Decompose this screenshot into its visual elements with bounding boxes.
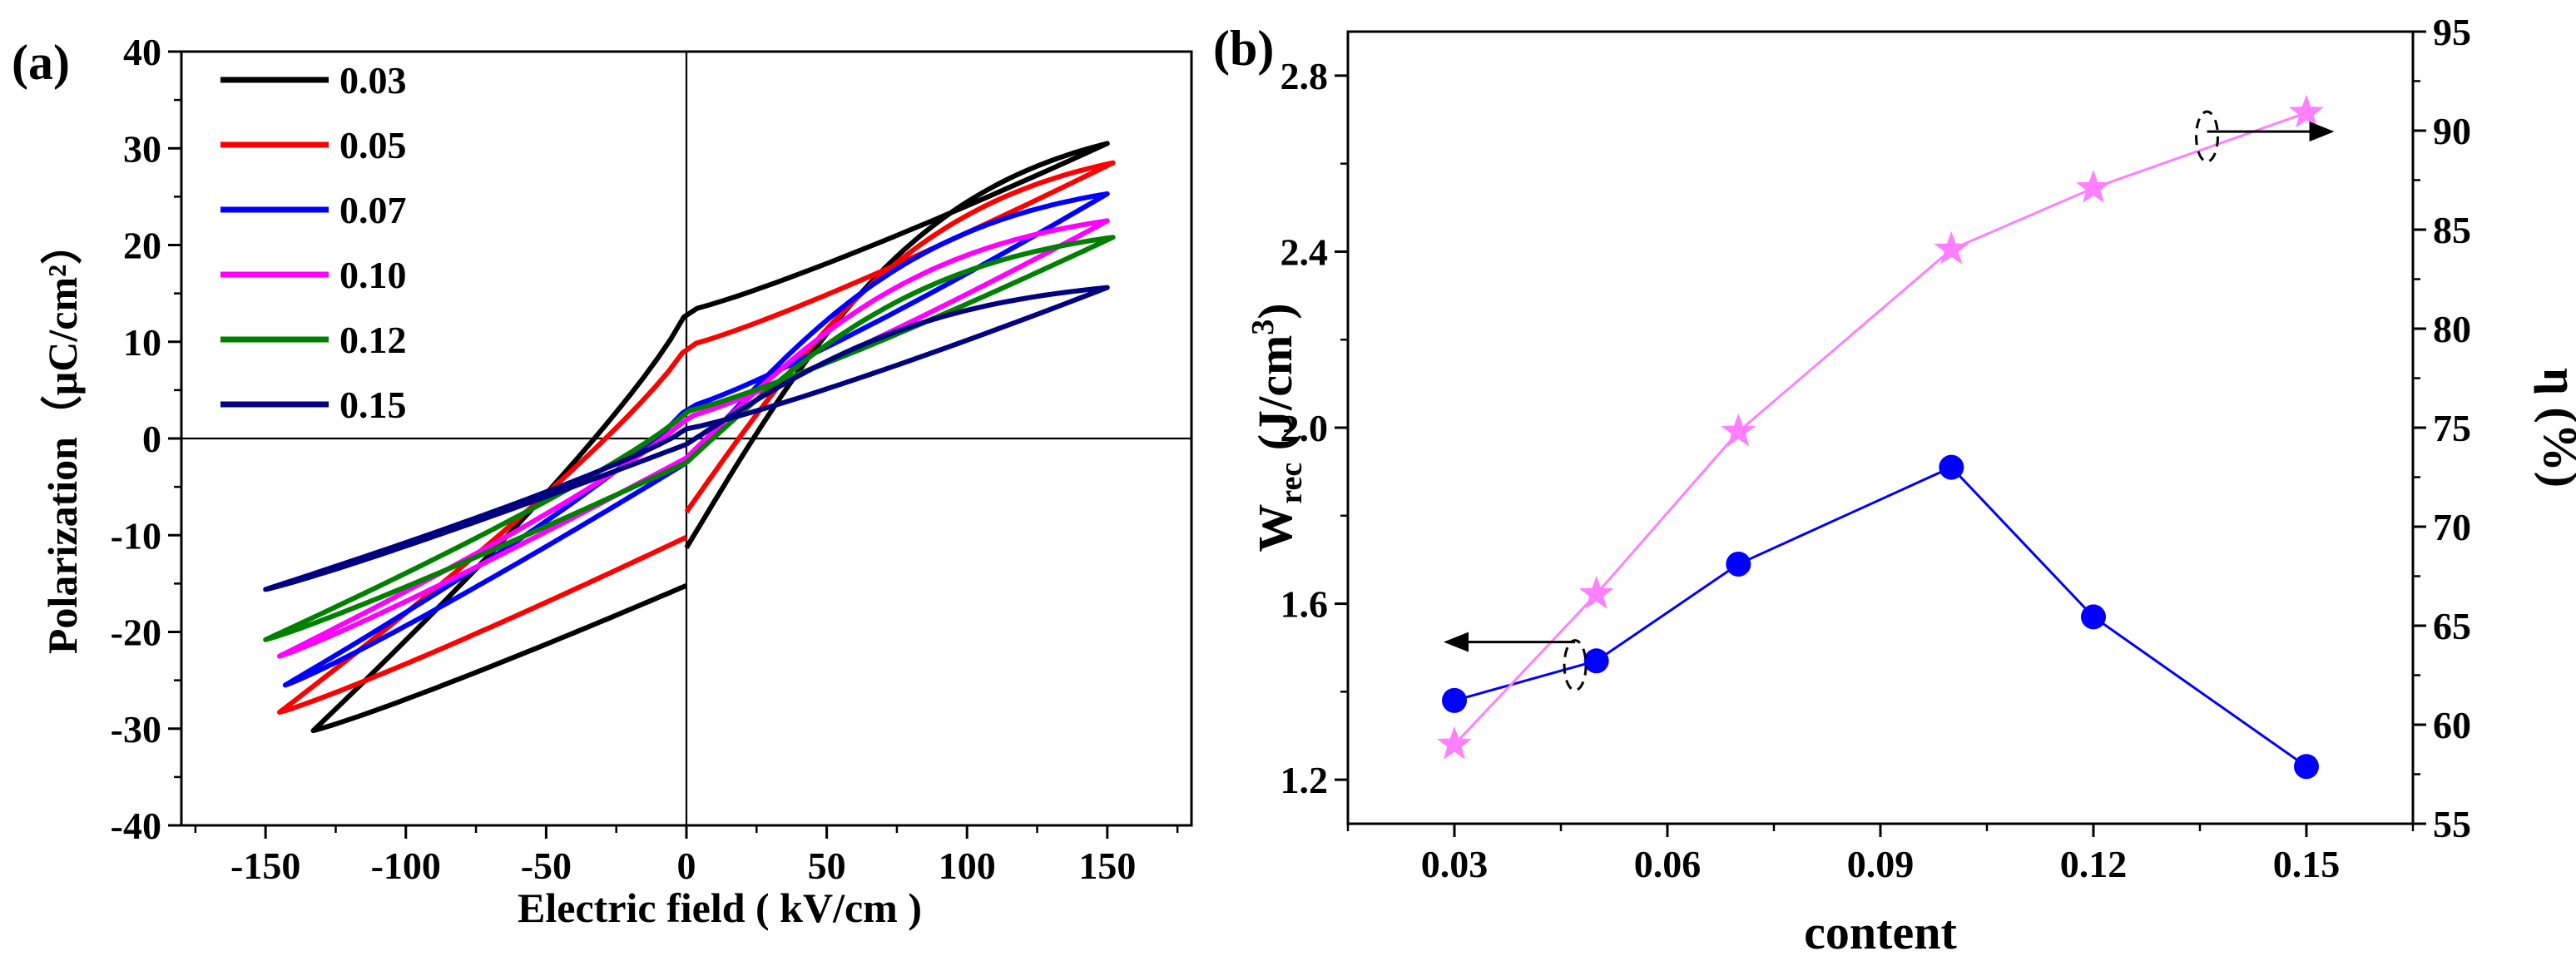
point-Wrec — [2081, 604, 2106, 630]
x-tick-label: 100 — [939, 845, 996, 887]
panel-a-ticks: -150 -100 -50 0 50 100 150-40-30-20-1001020304… — [111, 31, 1179, 887]
b-left-tick-label: 1.6 — [1281, 583, 1329, 626]
hysteresis-loop-0.12 — [263, 235, 1116, 642]
b-left-tick-label: 2.4 — [1281, 230, 1329, 273]
hysteresis-loop-0.07 — [282, 191, 1110, 688]
b-right-tick-label: 60 — [2433, 704, 2471, 746]
panel-a-x-axis-title: Electric field ( kV/cm ) — [518, 884, 922, 931]
b-right-tick-label: 90 — [2433, 110, 2471, 152]
x-tick-label: -150 — [230, 845, 300, 887]
series-line-Wrec — [1454, 465, 2307, 768]
point-Wrec — [1939, 454, 1964, 480]
panel-b-right-axis-title: η (%) — [2534, 368, 2576, 488]
point-eta — [1934, 230, 1969, 265]
x-tick-label: -100 — [371, 845, 441, 887]
panel-a-label: (a) — [12, 35, 70, 90]
point-Wrec — [1583, 648, 1609, 674]
hysteresis-loop-0.05 — [277, 160, 1116, 715]
panel-b-ticks: 0.03 0.06 0.09 0.12 0.15 1.2 1.6 2.0 2.4 2.8 55 60 6… — [1281, 11, 2472, 885]
b-x-tick-label: 0.09 — [1847, 843, 1915, 885]
legend-label-0.05: 0.05 — [339, 124, 407, 166]
point-eta — [1721, 413, 1756, 447]
hysteresis-loop-0.03 — [310, 141, 1110, 734]
panel-b-x-axis-title: content — [1804, 905, 1957, 959]
series-line-eta — [1453, 111, 2307, 746]
b-left-tick-label: 1.2 — [1281, 759, 1329, 801]
b-left-tick-label: 2.0 — [1281, 407, 1329, 449]
y-tick-label: -30 — [111, 708, 161, 751]
y-tick-label: 30 — [123, 127, 161, 170]
Wrec-left-axis-indicator-ellipse — [1563, 639, 1588, 692]
y-tick-label: 40 — [123, 31, 161, 73]
b-right-tick-label: 65 — [2433, 605, 2471, 647]
panel-b-label: (b) — [1213, 21, 1274, 76]
b-left-tick-label: 2.8 — [1281, 55, 1329, 97]
y-tick-label: -40 — [111, 805, 161, 847]
b-right-tick-label: 55 — [2433, 803, 2471, 845]
b-x-tick-label: 0.15 — [2273, 843, 2341, 885]
legend-label-0.03: 0.03 — [339, 59, 407, 102]
panel-a: (a) -150 -100 -50 0 50 100 150-40-30-20-100102… — [12, 31, 1193, 931]
panel-a-hysteresis-curves — [263, 141, 1116, 734]
x-tick-label: -50 — [521, 845, 572, 887]
eta-axis-title-text: η (%) — [2534, 368, 2576, 488]
x-tick-label: 50 — [808, 845, 846, 887]
y-tick-label: 20 — [123, 225, 161, 267]
x-tick-label: 150 — [1078, 845, 1136, 887]
legend-label-0.07: 0.07 — [339, 189, 407, 231]
b-right-tick-label: 70 — [2433, 506, 2471, 548]
point-Wrec — [1726, 551, 1751, 577]
y-tick-label: 10 — [123, 321, 161, 364]
b-right-tick-label: 85 — [2433, 209, 2471, 251]
y-tick-label: 0 — [142, 418, 161, 460]
panel-b-axis-indicators — [1444, 110, 2335, 692]
point-eta — [1437, 726, 1472, 760]
hysteresis-loop-0.15 — [263, 285, 1110, 592]
panel-b-series — [1437, 94, 2324, 780]
panel-b-left-axis-title: Wrec (J/cm3) — [1246, 303, 1309, 552]
wrec-axis-title-text: Wrec (J/cm3) — [1246, 303, 1309, 552]
panel-a-y-axis-title: Polarization（μC/cm²） — [39, 223, 86, 654]
legend-label-0.10: 0.10 — [339, 254, 407, 296]
y-tick-label: -20 — [111, 612, 161, 654]
hysteresis-loop-0.10 — [277, 218, 1110, 659]
panel-a-zero-lines — [181, 52, 1191, 825]
b-x-tick-label: 0.12 — [2060, 843, 2128, 885]
legend-label-0.15: 0.15 — [339, 384, 407, 426]
point-eta — [2289, 94, 2324, 128]
point-Wrec — [2294, 754, 2319, 780]
b-right-tick-label: 75 — [2433, 407, 2471, 449]
panel-b: (b) 0.03 0.06 0.09 0.12 0.15 1.2 1.6 2.0 2.4 2.8 5… — [1213, 11, 2576, 959]
b-x-tick-label: 0.03 — [1421, 843, 1489, 885]
x-tick-label: 0 — [677, 845, 696, 887]
y-tick-label: -10 — [111, 514, 161, 557]
point-eta — [1578, 575, 1614, 609]
legend-label-0.12: 0.12 — [339, 319, 407, 361]
panel-a-legend: 0.03 0.05 0.07 0.10 0.12 0.15 — [220, 59, 407, 426]
b-right-tick-label: 95 — [2433, 11, 2471, 53]
point-eta — [2076, 170, 2111, 203]
b-x-tick-label: 0.06 — [1634, 843, 1702, 885]
eta-right-axis-indicator-ellipse — [2195, 110, 2220, 163]
point-Wrec — [1442, 687, 1467, 713]
b-right-tick-label: 80 — [2433, 308, 2471, 350]
